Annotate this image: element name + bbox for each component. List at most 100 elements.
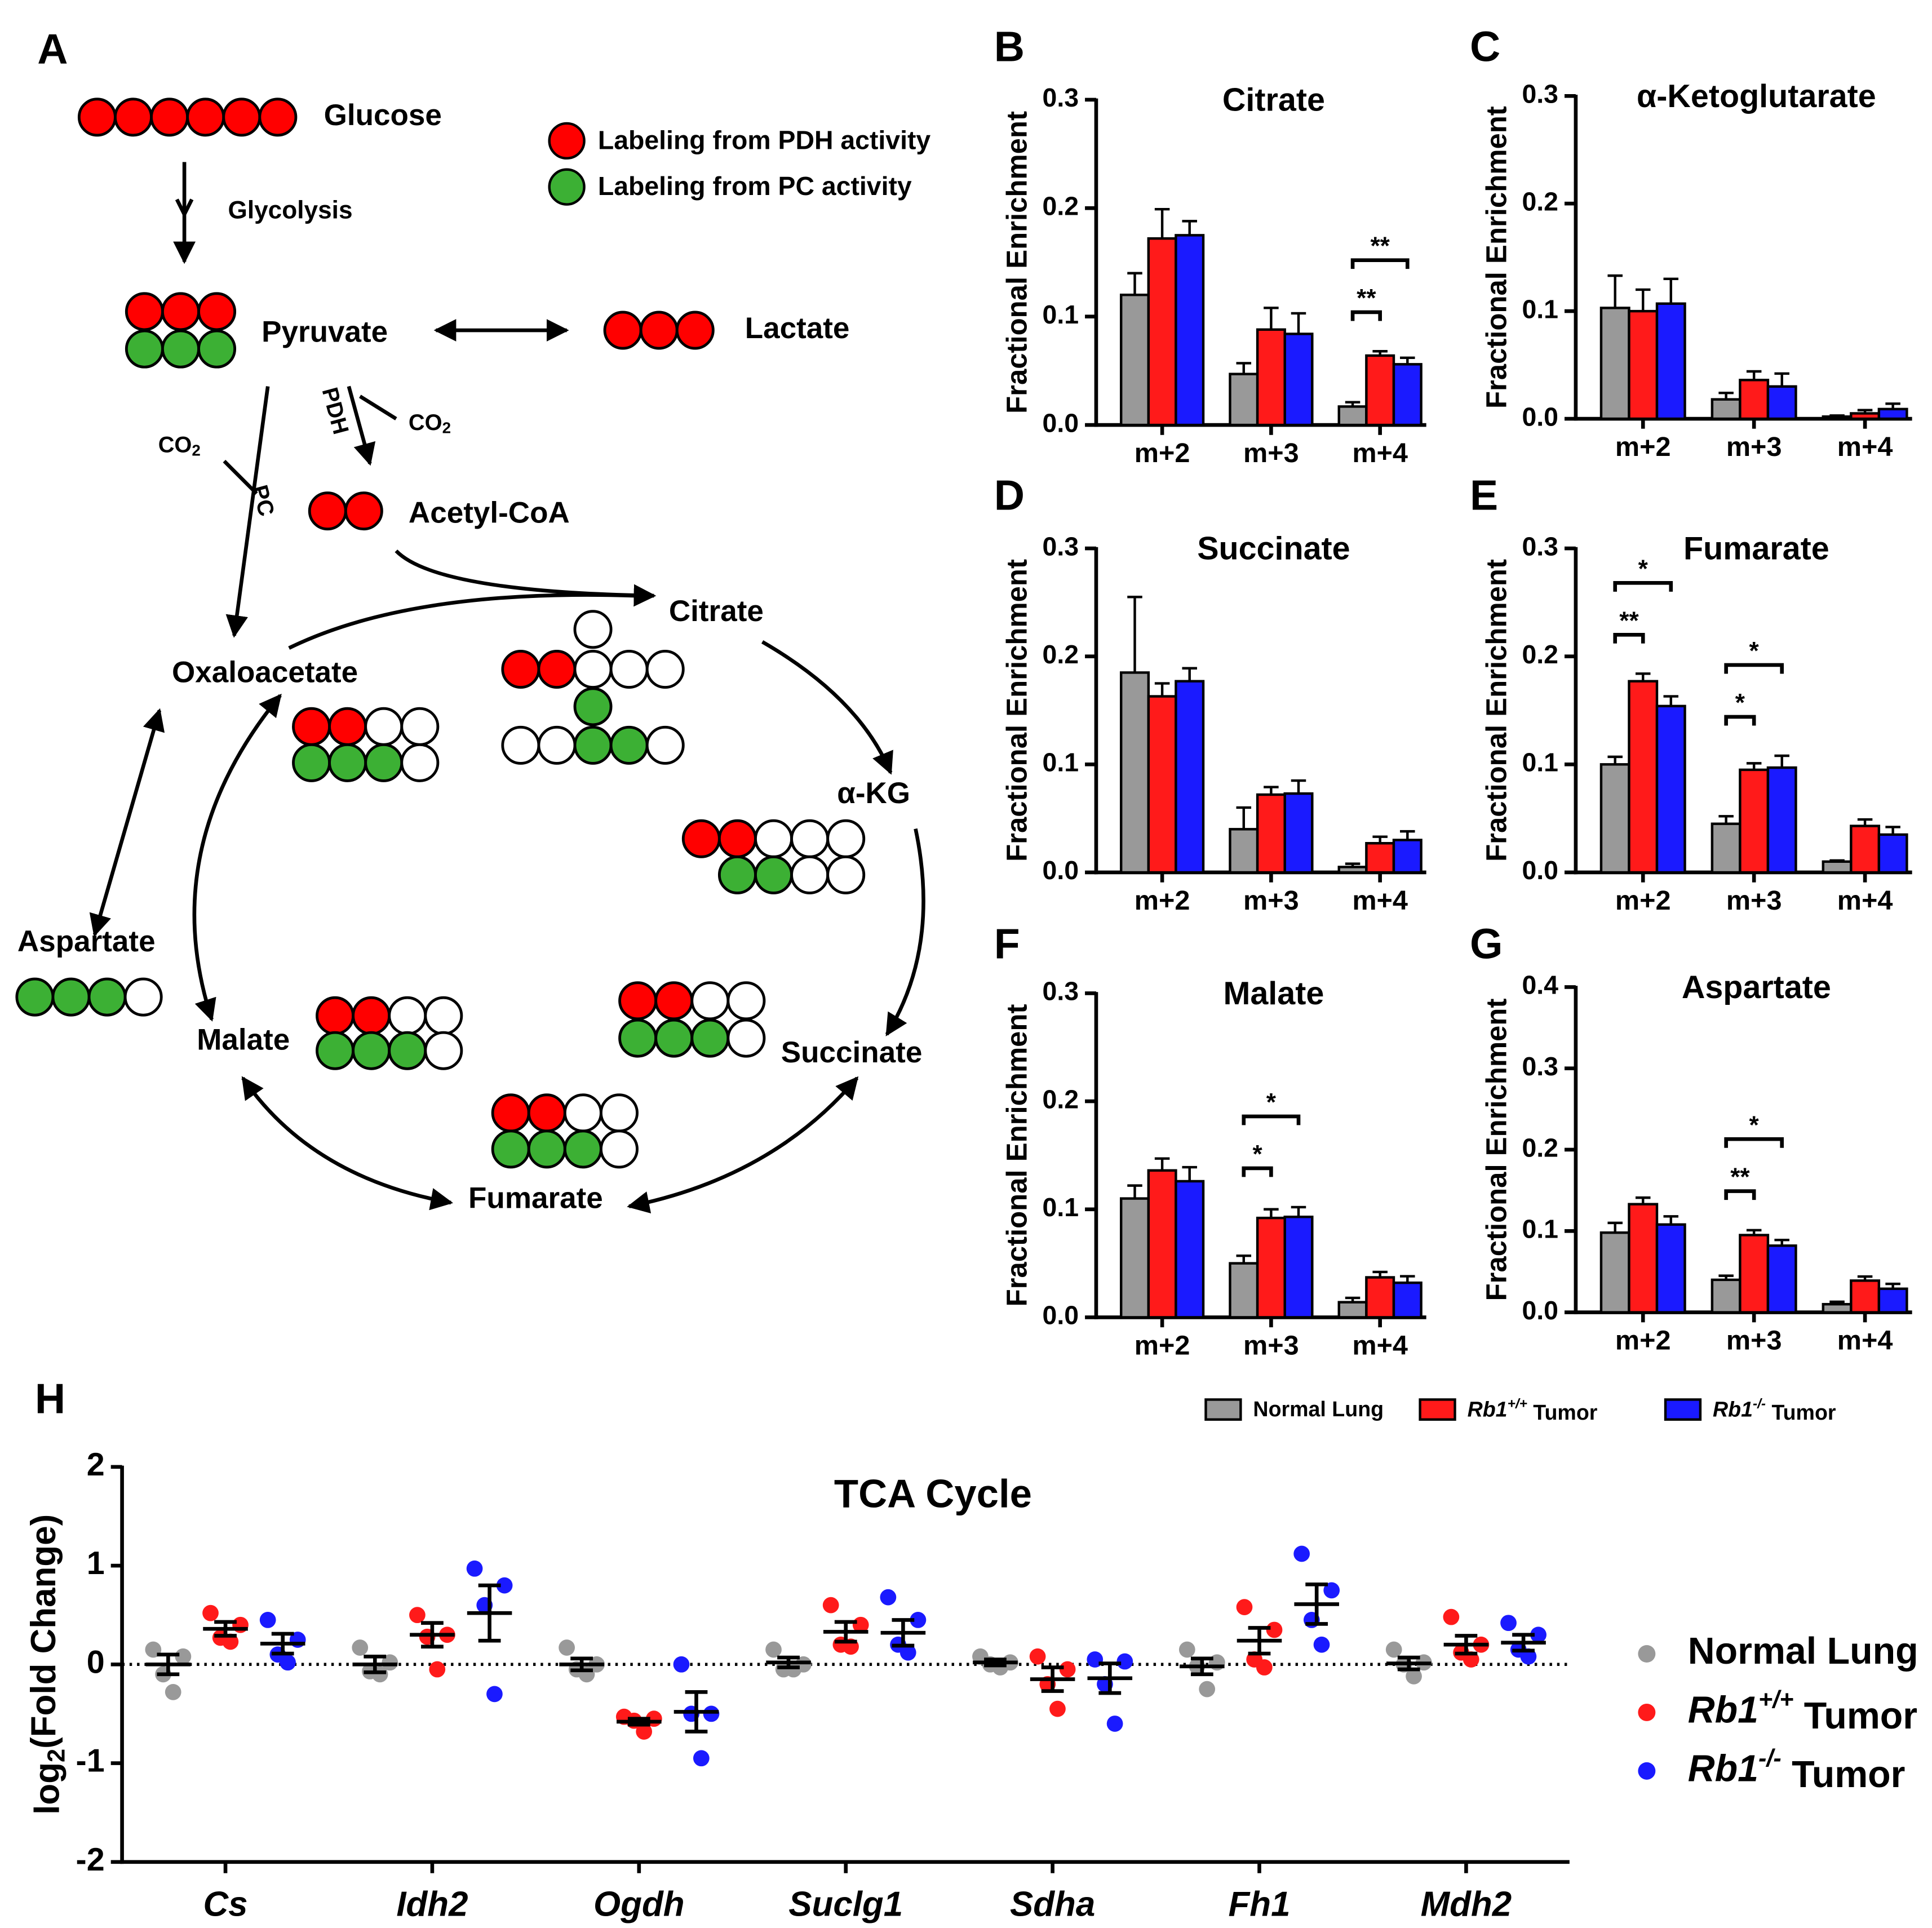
bar — [1711, 822, 1742, 874]
node-label: Fumarate — [468, 1182, 603, 1215]
carbon — [790, 819, 830, 858]
node-label: Citrate — [669, 595, 764, 628]
y-tick-label: 0.3 — [1043, 83, 1079, 112]
carbon — [726, 981, 766, 1021]
carbon — [573, 650, 613, 689]
carbon — [618, 1018, 658, 1058]
arrow — [761, 640, 893, 775]
bar — [1392, 1281, 1423, 1319]
carbon — [364, 707, 404, 746]
bar — [1877, 833, 1908, 874]
carbon — [400, 743, 440, 782]
significance-label: * — [1735, 689, 1745, 717]
data-point — [1178, 1641, 1195, 1658]
carbon — [316, 996, 355, 1035]
data-point — [693, 1750, 710, 1767]
y-tick-label: 0.1 — [1043, 1193, 1079, 1222]
arrows — [89, 162, 925, 1214]
x-tick-label: Ogdh — [593, 1885, 685, 1924]
carbon — [527, 1129, 566, 1169]
data-point — [1313, 1636, 1330, 1653]
arrow — [192, 693, 282, 1022]
x-tick-label: Suclg1 — [788, 1885, 903, 1924]
carbon — [639, 311, 679, 350]
carbon — [316, 1031, 355, 1070]
bar — [1655, 704, 1686, 874]
carbon — [77, 97, 117, 137]
legend-label: Rb1-/- Tumor — [1688, 1745, 1906, 1795]
node-label: Pyruvate — [262, 316, 388, 349]
significance-label: * — [1252, 1140, 1262, 1168]
y-tick-label: 0.0 — [1522, 1296, 1558, 1325]
carbon — [388, 1031, 427, 1070]
carbon — [491, 1093, 530, 1133]
data-point — [899, 1644, 916, 1661]
bar — [1119, 294, 1150, 427]
bar — [1119, 671, 1150, 874]
carbon — [537, 725, 577, 765]
data-point — [910, 1612, 927, 1628]
bar — [1850, 412, 1881, 420]
carbon — [125, 329, 164, 369]
panel-label: F — [994, 920, 1020, 967]
arrow — [241, 1076, 454, 1211]
bar — [1655, 1223, 1686, 1314]
significance-label: * — [1749, 1111, 1760, 1139]
x-tick-label: m+3 — [1726, 432, 1782, 462]
bar — [1766, 385, 1797, 420]
y-tick-label: 0.3 — [1522, 1052, 1558, 1081]
node-label: Acetyl-CoA — [409, 496, 570, 529]
carbon — [717, 819, 757, 858]
significance-label: * — [1266, 1089, 1277, 1116]
data-point — [1029, 1648, 1046, 1665]
legend-label: Normal Lung — [1253, 1397, 1384, 1421]
panel-label: D — [994, 471, 1025, 518]
bar — [1229, 1262, 1259, 1319]
carbon — [344, 491, 383, 531]
bar — [1337, 1301, 1368, 1319]
significance-bracket — [1724, 663, 1784, 674]
bar — [1229, 373, 1259, 427]
bar — [1766, 1244, 1797, 1314]
y-axis-label: log2(Fold Change) — [24, 1514, 70, 1815]
bar — [1766, 766, 1797, 874]
bar — [1392, 839, 1423, 874]
data-point — [1116, 1653, 1133, 1670]
arrow — [885, 828, 925, 1036]
carbon — [527, 1093, 566, 1133]
bar — [1655, 302, 1686, 420]
carbon — [726, 1018, 766, 1058]
carbon — [645, 725, 685, 765]
carbon — [501, 650, 540, 689]
data-point — [1530, 1626, 1547, 1643]
y-tick-label: 1 — [87, 1545, 105, 1581]
legend-swatch — [1638, 1645, 1656, 1663]
arrow — [358, 395, 397, 420]
y-tick-label: 0.2 — [1522, 187, 1558, 216]
x-tick-label: m+4 — [1352, 438, 1408, 468]
data-point — [559, 1639, 575, 1656]
carbon — [258, 97, 298, 137]
carbon — [222, 97, 262, 137]
arrow — [395, 549, 657, 607]
chart-title: Succinate — [1197, 531, 1350, 567]
data-point — [703, 1705, 720, 1722]
carbon — [308, 491, 347, 531]
data-point — [1059, 1661, 1076, 1678]
bar — [1739, 379, 1770, 420]
legend-label: Rb1+/+ Tumor — [1468, 1397, 1598, 1424]
significance-bracket — [1724, 715, 1756, 726]
data-point — [1463, 1651, 1479, 1668]
y-tick-label: 0.2 — [1522, 640, 1558, 669]
panel-label: H — [35, 1375, 65, 1422]
y-tick-label: 2 — [87, 1447, 105, 1483]
y-tick-label: 0 — [87, 1644, 105, 1680]
carbon — [51, 977, 91, 1017]
y-tick-label: 0.3 — [1522, 531, 1558, 561]
bar — [1337, 866, 1368, 874]
significance-label: ** — [1730, 1163, 1750, 1191]
data-point — [1385, 1641, 1402, 1658]
arrow — [347, 385, 376, 466]
bar — [1365, 842, 1395, 874]
carbon — [186, 97, 225, 137]
